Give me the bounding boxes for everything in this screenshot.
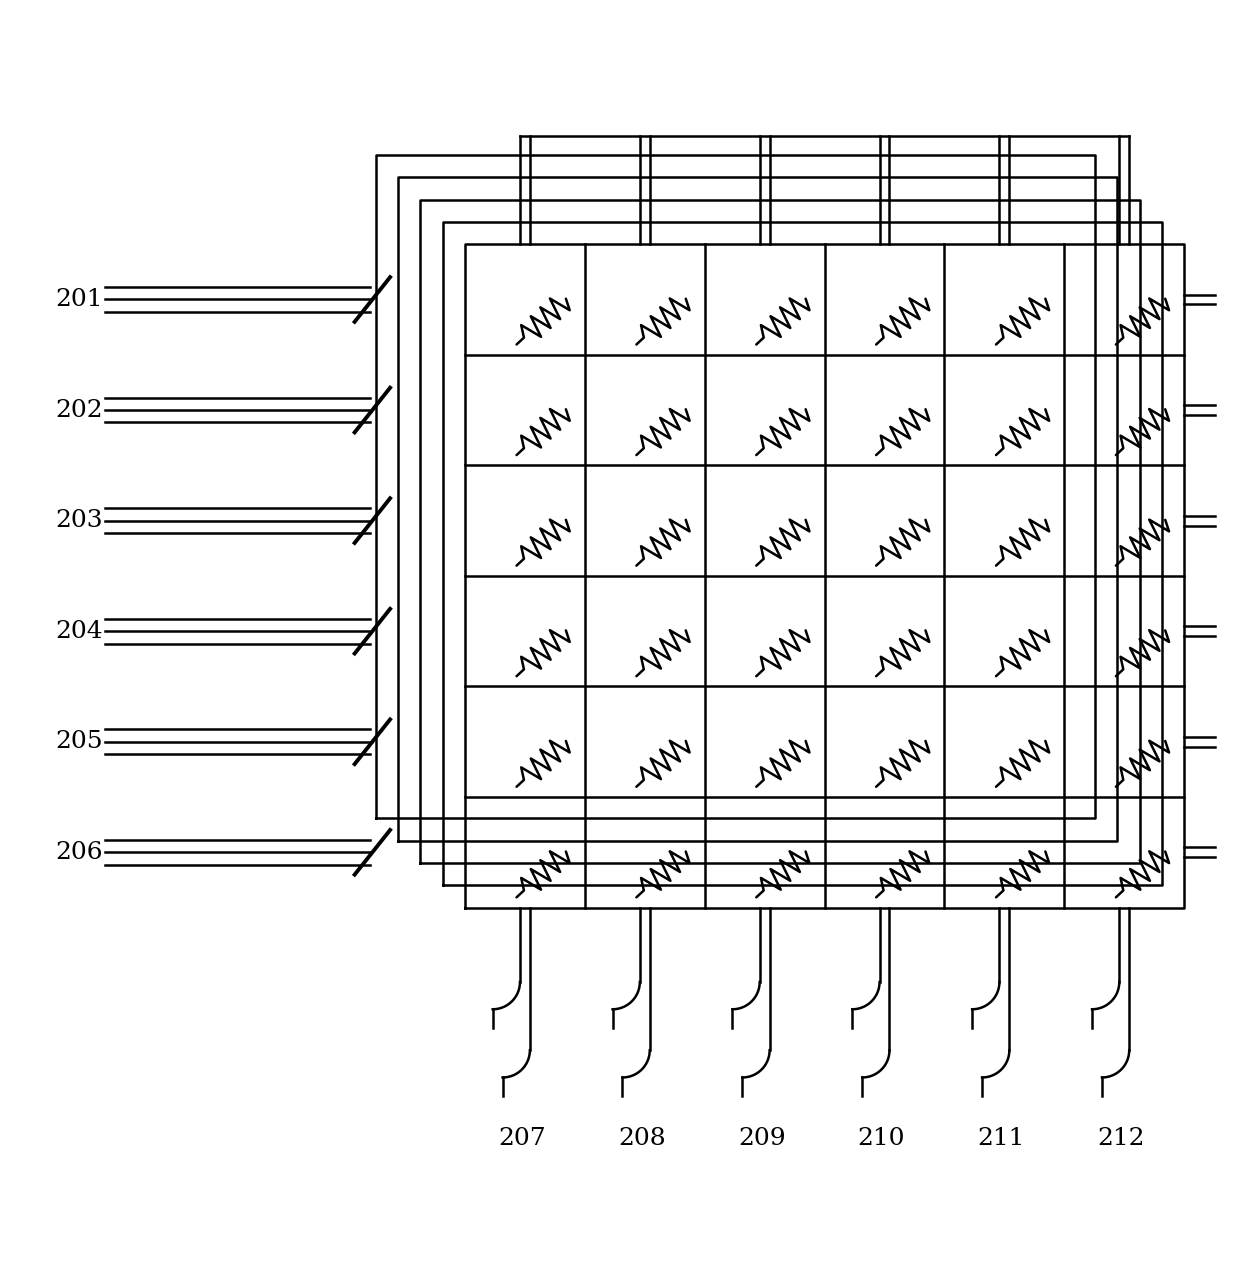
Text: 202: 202 [56,399,103,422]
Text: 209: 209 [738,1127,785,1150]
Text: 208: 208 [618,1127,666,1150]
Text: 201: 201 [56,288,103,312]
Text: 211: 211 [977,1127,1025,1150]
Text: 204: 204 [56,619,103,642]
Text: 212: 212 [1097,1127,1145,1150]
Text: 207: 207 [498,1127,546,1150]
Text: 203: 203 [56,509,103,532]
Text: 210: 210 [858,1127,905,1150]
Text: 205: 205 [56,731,103,754]
Text: 206: 206 [56,841,103,864]
